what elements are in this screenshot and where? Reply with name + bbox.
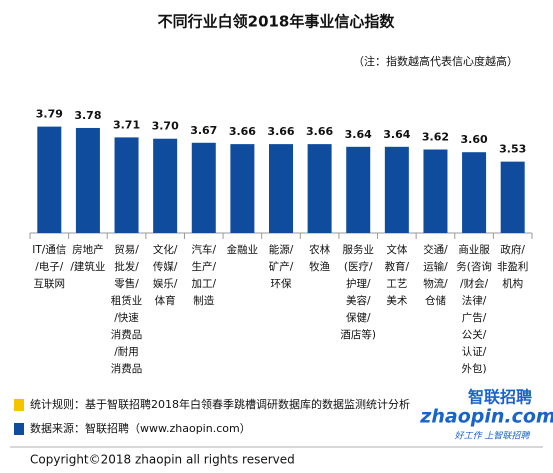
bar — [423, 149, 448, 233]
legend-square — [14, 399, 24, 411]
value-label: 3.79 — [36, 108, 63, 121]
value-label: 3.78 — [74, 109, 101, 122]
bar — [114, 137, 139, 233]
x-tick-label: (医疗/ — [344, 260, 373, 273]
x-tick-label: IT/通信 — [32, 244, 66, 256]
x-tick-label: 消费品 — [111, 328, 143, 341]
x-tick-label: 机构 — [502, 277, 523, 290]
copyright: Copyright©2018 zhaopin all rights reserv… — [30, 453, 295, 467]
value-label: 3.66 — [306, 125, 333, 138]
chart-title: 不同行业白领2018年事业信心指数 — [158, 13, 396, 31]
x-tick-label: 非盈利 — [497, 261, 529, 273]
value-label: 3.60 — [461, 133, 488, 146]
x-tick-label: 保健/ — [346, 311, 371, 324]
x-tick-label: 务(咨询 — [456, 260, 492, 273]
logo-brand: 智联招聘 — [468, 388, 532, 407]
x-tick-label: 商业服 — [458, 243, 490, 256]
x-tick-label: 加工/ — [191, 278, 216, 290]
x-tick-label: 公关/ — [462, 328, 487, 341]
x-tick-label: 能源/ — [269, 243, 294, 256]
value-label: 3.62 — [422, 131, 449, 144]
bar — [384, 146, 409, 233]
x-tick-label: 金融业 — [227, 243, 259, 256]
x-tick-label: 贸易/ — [114, 244, 139, 256]
x-tick-label: 体育 — [155, 294, 176, 307]
x-tick-label: 汽车/ — [191, 243, 216, 256]
bar — [269, 144, 293, 233]
x-tick-label: 传媒/ — [153, 260, 178, 273]
x-tick-label: 牧渔 — [309, 260, 330, 273]
x-tick-label: 酒店等) — [340, 328, 376, 341]
logo-site: zhaopin.com — [419, 406, 553, 428]
x-tick-label: 矿产/ — [269, 260, 294, 273]
x-tick-label: 护理/ — [346, 277, 371, 290]
bar — [500, 161, 525, 233]
bar — [462, 152, 487, 233]
x-tick-label: 认证/ — [462, 345, 487, 358]
x-tick-label: 外包) — [462, 362, 487, 375]
x-tick-label: 文化/ — [153, 243, 178, 256]
x-tick-label: /财会/ — [460, 277, 489, 290]
x-tick-label: 工艺 — [386, 278, 407, 290]
x-tick-label: /耐用 — [114, 345, 139, 358]
legend-square — [14, 423, 24, 435]
x-tick-label: 交通/ — [423, 243, 448, 256]
x-tick-label: 批发/ — [114, 260, 139, 273]
x-tick-label: 仓储 — [425, 294, 446, 307]
bar — [153, 138, 178, 233]
value-label: 3.71 — [113, 118, 140, 131]
x-tick-label: 文体 — [386, 243, 407, 256]
x-tick-label: /快速 — [114, 312, 139, 324]
footer-source: 数据来源：智联招聘（www.zhaopin.com） — [30, 421, 251, 435]
x-tick-label: 互联网 — [34, 278, 66, 290]
x-tick-label: 零售/ — [114, 277, 139, 290]
value-label: 3.53 — [499, 143, 526, 156]
x-tick-label: 法律/ — [462, 294, 487, 307]
x-tick-label: 政府/ — [500, 243, 525, 256]
x-tick-label: 环保 — [271, 277, 292, 290]
bar — [230, 144, 255, 233]
value-label: 3.64 — [383, 128, 410, 141]
value-label: 3.70 — [152, 120, 179, 133]
logo-slogan: 好工作 上智联招聘 — [455, 431, 531, 442]
value-label: 3.64 — [345, 128, 372, 141]
bar — [191, 142, 216, 233]
x-tick-label: 娱乐/ — [153, 277, 178, 290]
note: （注：指数越高代表信心度越高） — [353, 54, 518, 68]
value-label: 3.66 — [229, 125, 256, 138]
value-label: 3.67 — [190, 124, 217, 137]
x-tick-label: 农林 — [309, 243, 330, 256]
x-tick-label: 美容/ — [346, 294, 371, 307]
x-tick-label: 广告/ — [462, 311, 487, 324]
bar — [346, 146, 371, 233]
x-tick-label: /电子/ — [35, 260, 64, 273]
bar — [75, 127, 100, 233]
x-tick-label: 美术 — [386, 294, 407, 307]
x-tick-label: 教育/ — [385, 260, 410, 273]
bar — [37, 126, 62, 233]
x-tick-label: 物流/ — [423, 277, 448, 290]
x-tick-label: 运输/ — [423, 260, 448, 273]
bar — [307, 144, 332, 233]
value-label: 3.66 — [267, 125, 294, 138]
x-tick-label: 生产/ — [191, 260, 216, 273]
x-tick-label: /建筑业 — [70, 260, 105, 273]
x-tick-label: 消费品 — [111, 362, 143, 375]
x-tick-label: 房地产 — [72, 243, 104, 256]
x-tick-label: 服务业 — [342, 243, 374, 256]
x-tick-label: 制造 — [193, 294, 214, 307]
footer-rule: 统计规则：基于智联招聘2018年白领春季跳槽调研数据库的数据监测统计分析 — [30, 397, 410, 411]
x-tick-label: 租赁业 — [111, 294, 143, 307]
